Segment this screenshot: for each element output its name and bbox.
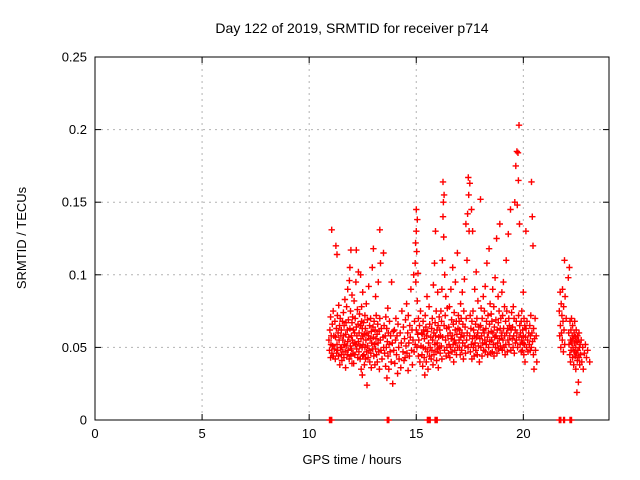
x-tick-label: 0 <box>91 426 98 441</box>
x-axis-label: GPS time / hours <box>303 452 402 467</box>
y-axis-label: SRMTID / TECUs <box>14 186 29 289</box>
y-tick-label: 0.25 <box>62 50 87 65</box>
y-tick-label: 0.05 <box>62 340 87 355</box>
grid-lines <box>95 57 609 420</box>
y-tick-label: 0.15 <box>62 195 87 210</box>
y-tick-label: 0.1 <box>69 267 87 282</box>
data-points <box>325 122 593 424</box>
scatter-points <box>325 122 593 424</box>
chart-title: Day 122 of 2019, SRMTID for receiver p71… <box>215 20 488 36</box>
x-tick-label: 15 <box>409 426 423 441</box>
x-tick-label: 20 <box>516 426 530 441</box>
plot-border <box>94 56 610 421</box>
x-tick-label: 10 <box>302 426 316 441</box>
y-tick-label: 0.2 <box>69 122 87 137</box>
y-tick-labels: 0 0.05 0.1 0.15 0.2 0.25 <box>62 50 87 428</box>
tick-marks <box>94 56 609 421</box>
x-tick-label: 5 <box>198 426 205 441</box>
x-tick-labels: 0 5 10 15 20 <box>91 426 530 441</box>
y-tick-label: 0 <box>80 413 87 428</box>
